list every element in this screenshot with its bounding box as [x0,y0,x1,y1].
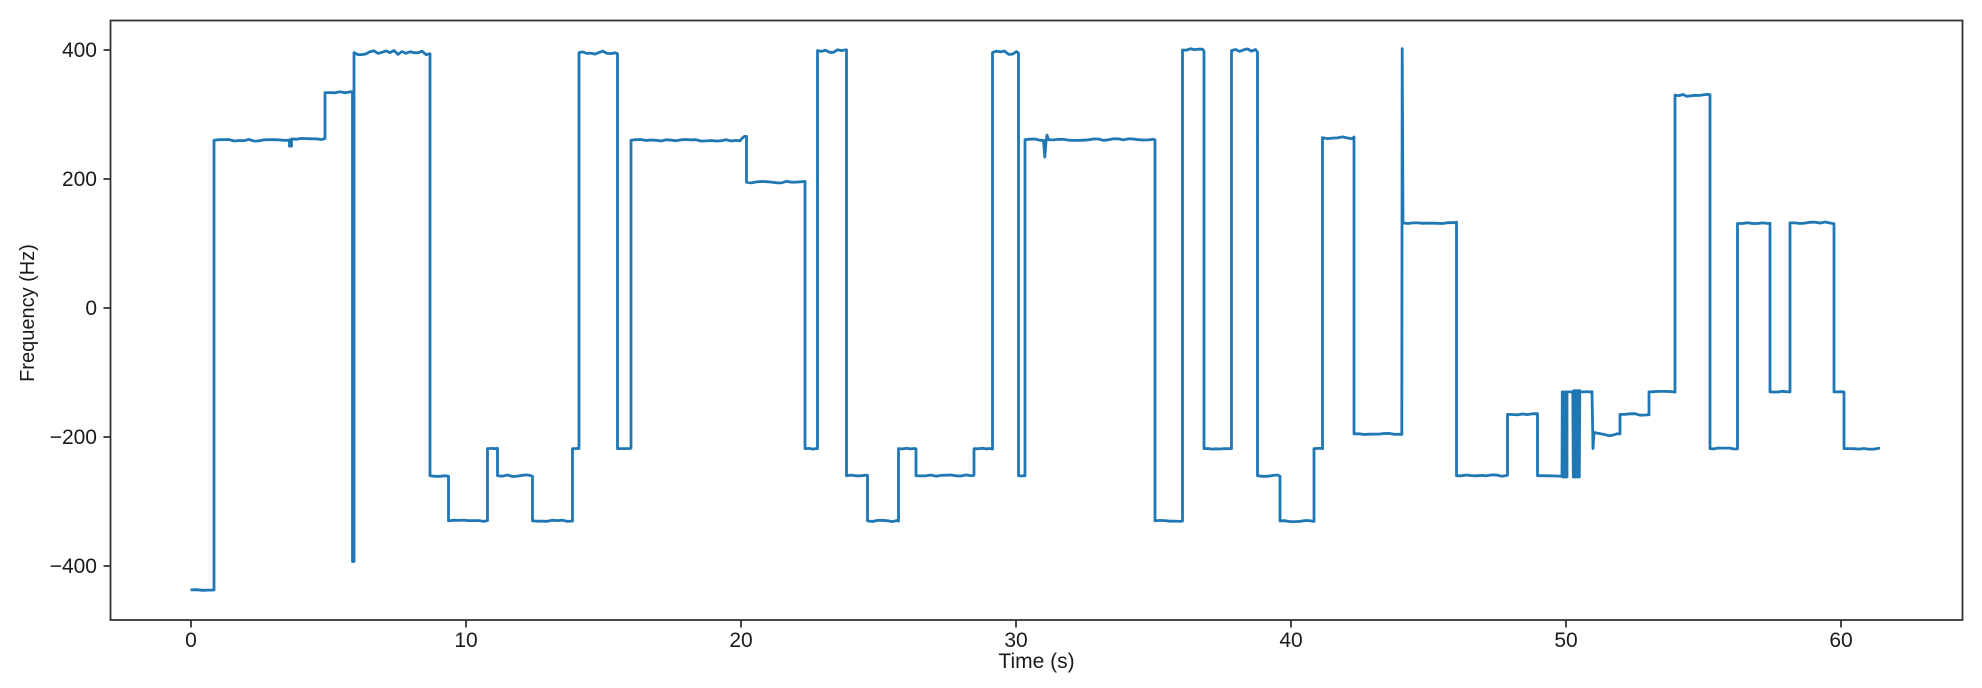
svg-text:Time (s): Time (s) [998,650,1074,673]
svg-text:0: 0 [85,297,97,320]
svg-text:400: 400 [62,39,97,62]
svg-text:0: 0 [185,629,197,652]
svg-text:−400: −400 [50,555,97,578]
svg-text:30: 30 [1004,629,1027,652]
svg-text:50: 50 [1554,629,1577,652]
svg-text:10: 10 [454,629,477,652]
svg-text:200: 200 [62,168,97,191]
svg-text:40: 40 [1279,629,1302,652]
svg-text:20: 20 [729,629,752,652]
svg-text:60: 60 [1829,629,1852,652]
svg-text:Frequency (Hz): Frequency (Hz) [17,244,39,382]
svg-text:−200: −200 [50,426,97,449]
